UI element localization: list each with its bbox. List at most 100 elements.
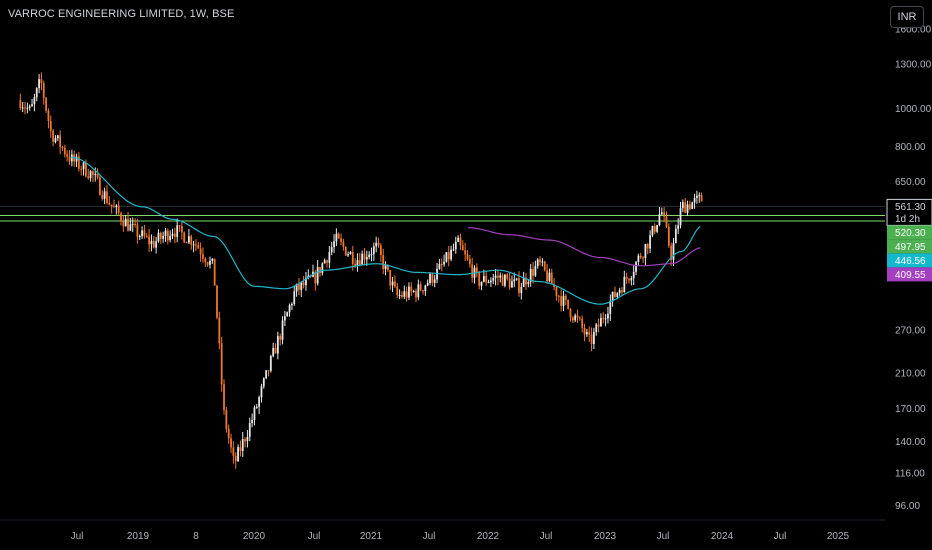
candle-body — [499, 275, 502, 278]
candle-body — [567, 299, 570, 309]
candle-body — [541, 261, 544, 263]
candle-body — [96, 174, 99, 178]
candle-body — [639, 255, 642, 258]
candle-body — [574, 315, 577, 321]
candles — [19, 72, 703, 469]
x-tick-label: 2019 — [127, 531, 150, 542]
candle-body — [569, 308, 572, 318]
candle-body — [279, 336, 282, 340]
candle-body — [471, 264, 474, 278]
candle-body — [176, 225, 179, 237]
candle-body — [581, 318, 584, 328]
moving-averages — [71, 156, 701, 305]
candle-body — [604, 318, 607, 320]
candle-body — [45, 98, 47, 111]
candle-body — [644, 244, 647, 259]
candle-body — [550, 272, 553, 285]
candle-body — [475, 267, 478, 273]
candle-body — [195, 244, 197, 246]
candle-body — [585, 332, 588, 335]
candle-body — [63, 147, 66, 155]
candle-body — [190, 236, 193, 245]
candle-body — [66, 154, 69, 157]
candle-body — [511, 281, 513, 288]
x-tick-label: Jul — [540, 531, 553, 542]
price-axis[interactable]: 1600.00 1300.00 1000.00 800.00 650.00 270.00 2… — [895, 25, 932, 512]
candle-body — [251, 420, 254, 423]
candle-body — [637, 255, 640, 263]
candle-body — [202, 254, 204, 259]
candle-body — [597, 324, 600, 327]
candle-body — [59, 135, 62, 148]
candle-body — [227, 428, 230, 439]
candle-body — [143, 230, 146, 237]
candle-body — [518, 278, 520, 294]
price-tag-bg — [887, 225, 932, 240]
price-tag-bg — [887, 239, 932, 254]
candle-body — [124, 218, 127, 227]
candle-body — [47, 110, 50, 122]
candle-body — [557, 295, 560, 297]
candle-body — [220, 343, 223, 385]
candle-body — [129, 224, 132, 231]
candle-body — [269, 356, 272, 371]
candle-body — [262, 378, 265, 387]
candle-body — [635, 262, 637, 272]
candle-body — [443, 261, 445, 265]
candle-body — [204, 258, 207, 263]
candle-body — [571, 317, 574, 321]
candle-body — [394, 281, 396, 287]
candle-body — [539, 259, 541, 263]
price-tag-label: 497.95 — [895, 242, 926, 253]
candle-body — [368, 254, 371, 258]
price-tag-label: 561.30 — [895, 202, 926, 213]
candle-body — [487, 281, 490, 283]
candle-body — [302, 282, 305, 286]
candle-body — [436, 268, 438, 280]
candle-body — [497, 275, 499, 278]
x-tick-label: 2025 — [827, 531, 850, 542]
candle-body — [42, 83, 45, 99]
candle-body — [267, 370, 270, 372]
candle-body — [192, 244, 195, 246]
candle-body — [31, 104, 33, 107]
candle-body — [459, 237, 462, 246]
candle-body — [255, 406, 258, 408]
candle-body — [363, 253, 366, 260]
candle-body — [457, 237, 460, 242]
candle-body — [283, 316, 286, 321]
candle-body — [38, 79, 40, 89]
candle-body — [276, 336, 279, 354]
candle-body — [110, 204, 113, 207]
candle-body — [672, 243, 675, 260]
candle-body — [562, 295, 565, 306]
price-tag-label: 520.30 — [895, 228, 926, 239]
candle-body — [609, 300, 612, 314]
price-tag-countdown: 1d 2h — [895, 214, 920, 225]
candle-body — [92, 171, 94, 175]
candle-body — [330, 247, 333, 253]
candle-body — [103, 191, 106, 199]
candle-body — [522, 277, 525, 287]
currency-button[interactable]: INR — [890, 6, 924, 28]
candle-body — [398, 294, 401, 296]
candle-body — [258, 397, 261, 407]
time-axis[interactable]: Jul 2019 8 2020 Jul 2021 Jul 2022 Jul 2023 Jul 2024… — [0, 519, 885, 542]
candle-body — [213, 258, 216, 286]
candle-body — [618, 290, 621, 293]
price-tag-bg — [887, 267, 932, 282]
y-tick-label: 1300.00 — [895, 60, 932, 71]
candle-body — [169, 235, 172, 241]
candle-body — [555, 287, 558, 296]
horizontal-levels — [0, 214, 885, 222]
candle-body — [370, 254, 373, 256]
candle-body — [377, 242, 380, 246]
candle-body — [440, 264, 443, 266]
candle-body — [159, 232, 162, 239]
candle-body — [35, 88, 38, 98]
candle-body — [688, 204, 691, 210]
candle-body — [607, 313, 609, 319]
candle-body — [218, 317, 221, 344]
